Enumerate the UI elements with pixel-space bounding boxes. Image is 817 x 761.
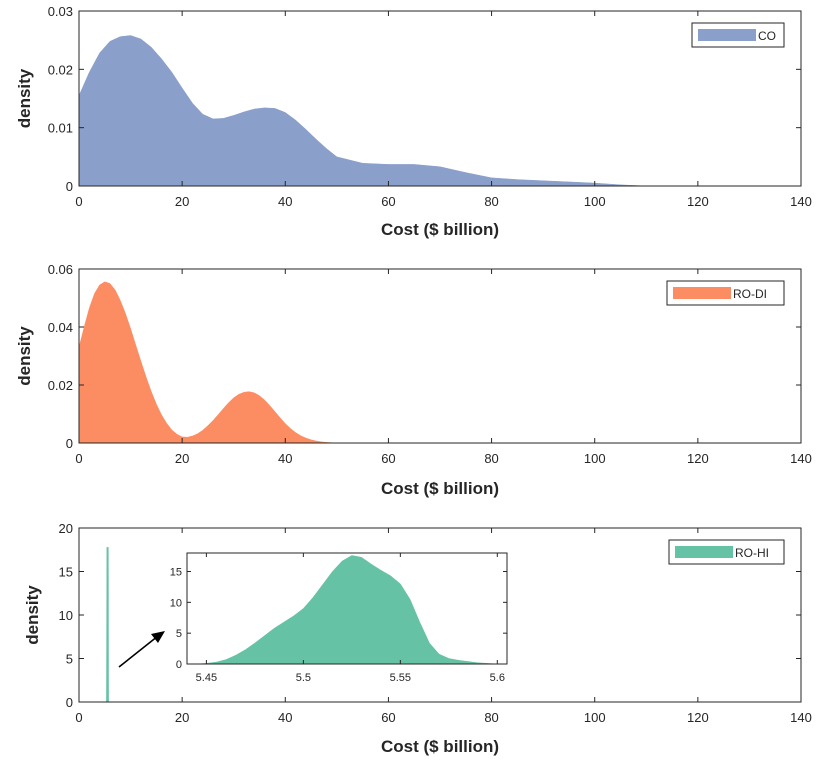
- x-tick-label: 20: [175, 451, 189, 466]
- x-tick-label: 0: [75, 451, 82, 466]
- inset-pointer-arrow: [118, 631, 165, 668]
- y-tick-label: 0.06: [48, 262, 73, 277]
- y-tick-label: 15: [59, 565, 73, 580]
- legend: CO: [691, 22, 785, 48]
- x-tick-label: 120: [687, 451, 709, 466]
- legend-label: CO: [758, 29, 776, 43]
- legend: RO-HI: [668, 539, 785, 565]
- x-tick-label: 140: [790, 710, 812, 725]
- inset-y-tick-label: 10: [170, 597, 182, 609]
- legend-swatch: [675, 546, 733, 558]
- y-tick-label: 0.01: [48, 121, 73, 136]
- inset-y-tick-label: 15: [170, 567, 182, 579]
- y-tick-label: 0.03: [48, 4, 73, 19]
- x-tick-label: 100: [584, 451, 606, 466]
- y-tick-label: 5: [66, 652, 73, 667]
- legend: RO-DI: [666, 280, 785, 306]
- x-tick-label: 100: [584, 710, 606, 725]
- inset-x-tick-label: 5.45: [196, 672, 217, 684]
- x-axis-title: Cost ($ billion): [381, 479, 499, 498]
- x-axis-title: Cost ($ billion): [381, 737, 499, 756]
- legend-swatch: [673, 287, 731, 299]
- y-tick-label: 0: [66, 436, 73, 451]
- inset-density-area: [196, 555, 498, 665]
- inset-x-tick-label: 5.55: [390, 672, 411, 684]
- x-tick-label: 140: [790, 451, 812, 466]
- x-tick-label: 100: [584, 194, 606, 209]
- y-tick-label: 20: [59, 521, 73, 536]
- x-tick-label: 120: [687, 194, 709, 209]
- y-tick-label: 0: [66, 695, 73, 710]
- legend-swatch: [698, 29, 756, 41]
- y-axis-title: density: [15, 68, 34, 128]
- x-tick-label: 140: [790, 194, 812, 209]
- x-tick-label: 40: [278, 194, 292, 209]
- axes-box: [78, 10, 802, 187]
- y-tick-label: 0.04: [48, 320, 73, 335]
- y-tick-label: 10: [59, 608, 73, 623]
- arrow-head: [151, 631, 165, 643]
- chart-panel-1: 0 20 40 60 80 100 120 140 0 0.01 0.02 0.03 Cost ($ b…: [15, 4, 812, 239]
- y-axis-title: density: [15, 326, 34, 386]
- y-axis-title: density: [23, 585, 42, 645]
- inset-y-tick-label: 0: [176, 659, 182, 671]
- x-tick-label: 60: [381, 451, 395, 466]
- density-area-co: [79, 35, 647, 186]
- x-tick-label: 60: [381, 194, 395, 209]
- x-tick-label: 20: [175, 710, 189, 725]
- inset-x-tick-label: 5.5: [296, 672, 311, 684]
- axes-box: [78, 268, 802, 444]
- y-tick-label: 0.02: [48, 378, 73, 393]
- x-tick-label: 60: [381, 710, 395, 725]
- x-tick-label: 40: [278, 451, 292, 466]
- x-tick-label: 0: [75, 710, 82, 725]
- x-tick-label: 20: [175, 194, 189, 209]
- inset-x-tick-label: 5.6: [490, 672, 505, 684]
- inset-axes-box: [186, 552, 508, 665]
- arrow-line: [118, 635, 159, 668]
- x-axis-title: Cost ($ billion): [381, 220, 499, 239]
- x-tick-label: 80: [484, 710, 498, 725]
- chart-panel-2: 0 20 40 60 80 100 120 140 0 0.02 0.04 0.06 Cost ($ b…: [15, 262, 812, 498]
- x-tick-label: 0: [75, 194, 82, 209]
- x-tick-label: 120: [687, 710, 709, 725]
- density-area-ro-di: [79, 281, 337, 443]
- inset-y-tick-label: 5: [176, 628, 182, 640]
- density-area-ro-hi: [106, 547, 109, 702]
- x-tick-label: 40: [278, 710, 292, 725]
- x-tick-label: 80: [484, 194, 498, 209]
- legend-label: RO-DI: [733, 287, 767, 301]
- y-tick-label: 0: [66, 179, 73, 194]
- x-tick-label: 80: [484, 451, 498, 466]
- inset-chart: 5.45 5.5 5.55 5.6 0 5 10 15: [170, 552, 508, 684]
- y-tick-label: 0.02: [48, 62, 73, 77]
- legend-label: RO-HI: [735, 546, 769, 560]
